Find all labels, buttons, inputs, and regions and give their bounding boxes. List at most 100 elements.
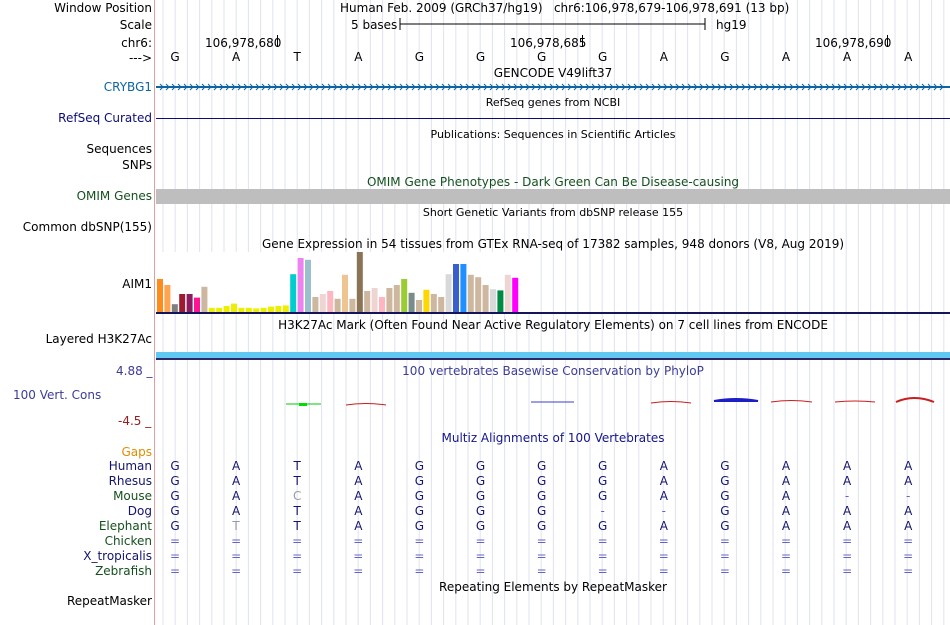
gtex-tissue-bar[interactable] [490,289,496,312]
species-label[interactable]: Mouse [113,489,152,503]
h3k27ac-signal[interactable] [156,352,950,358]
gtex-tissue-bar[interactable] [179,294,186,312]
omim-label[interactable]: OMIM Genes [76,189,152,203]
gtex-tissue-bar[interactable] [305,259,311,312]
gtex-tissue-bar[interactable] [453,264,459,312]
omim-feature-bar[interactable] [156,189,950,204]
gtex-tissue-bar[interactable] [475,277,482,312]
strand-chevron [213,83,218,91]
gtex-tissue-bar[interactable] [460,264,467,312]
gtex-gene-label[interactable]: AIM1 [122,277,152,291]
h3k27ac-track-title[interactable]: H3K27Ac Mark (Often Found Near Active Re… [278,318,828,332]
gtex-tissue-bar[interactable] [260,307,267,312]
publications-label-snps[interactable]: SNPs [122,158,152,172]
gtex-tissue-bar[interactable] [312,297,319,312]
gtex-tissue-bar[interactable] [201,286,208,312]
species-label[interactable]: Human [108,459,152,473]
strand-chevron [579,83,584,91]
gtex-tissue-bar[interactable] [223,306,230,312]
gtex-tissue-bar[interactable] [393,285,400,312]
gtex-tissue-bar[interactable] [342,274,348,312]
phylop-track-title[interactable]: 100 vertebrates Basewise Conservation by… [402,364,704,378]
gtex-tissue-bar[interactable] [371,288,378,312]
gtex-tissue-bar[interactable] [334,298,341,312]
gencode-track-title[interactable]: GENCODE V49lift37 [493,66,613,80]
gtex-tissue-bar[interactable] [208,307,215,312]
strand-chevron [363,83,368,91]
gtex-tissue-bar[interactable] [423,289,430,312]
gencode-gene-label[interactable]: CRYBG1 [103,80,152,94]
gtex-tissue-bar[interactable] [497,290,504,312]
refseq-label[interactable]: RefSeq Curated [58,111,152,125]
gtex-tissue-bar[interactable] [290,274,297,312]
alignment-base: = [536,564,547,578]
gtex-tissue-bar[interactable] [386,288,393,312]
strand-chevron [159,83,164,91]
alignment-base: T [293,504,301,518]
repeatmasker-label[interactable]: RepeatMasker [66,594,152,608]
gtex-tissue-bar[interactable] [438,297,445,312]
multiz-gaps-label[interactable]: Gaps [121,445,152,459]
gtex-tissue-bar[interactable] [319,294,326,312]
gtex-tissue-bar[interactable] [216,307,223,312]
alignment-base: G [414,504,425,518]
gtex-tissue-bar[interactable] [171,304,178,312]
strand-chevron [315,83,320,91]
gtex-tissue-bar[interactable] [512,277,519,312]
gtex-tissue-bar[interactable] [364,291,371,312]
gtex-tissue-bar[interactable] [349,298,356,312]
phylop-label[interactable]: 100 Vert. Cons [13,388,102,402]
alignment-base: A [659,474,668,488]
gtex-tissue-bar[interactable] [416,300,422,312]
gtex-tissue-bar[interactable] [157,279,163,312]
gtex-tissue-bar[interactable] [231,303,237,312]
species-label[interactable]: Elephant [98,519,152,533]
refseq-gene-line[interactable] [156,118,950,119]
ruler-tick [887,35,888,47]
publications-track-title[interactable]: Publications: Sequences in Scientific Ar… [430,128,676,141]
gtex-tissue-bar[interactable] [268,306,274,312]
gtex-tissue-bar[interactable] [467,274,474,312]
gtex-tissue-bar[interactable] [253,308,260,312]
gtex-tissue-bar[interactable] [186,294,193,312]
gtex-tissue-bar[interactable] [504,274,511,312]
gtex-tissue-bar[interactable] [327,291,334,312]
gtex-tissue-bar[interactable] [238,307,245,312]
gtex-tissue-bar[interactable] [430,294,437,312]
phylop-max-value: 4.88 _ [116,364,153,378]
gtex-tissue-bar[interactable] [445,274,452,312]
gtex-tissue-bar[interactable] [356,252,363,312]
gtex-tissue-bar[interactable] [194,297,200,312]
gtex-track-title[interactable]: Gene Expression in 54 tissues from GTEx … [261,237,845,251]
alignment-base: G [536,504,547,518]
alignment-base: = [353,549,364,563]
gtex-bar-chart[interactable] [156,252,536,312]
h3k27ac-label[interactable]: Layered H3K27Ac [45,332,152,346]
gtex-tissue-bar[interactable] [282,305,289,312]
dbsnp-track-title[interactable]: Short Genetic Variants from dbSNP releas… [422,206,684,219]
species-label[interactable]: Dog [127,504,152,518]
gtex-tissue-bar[interactable] [379,297,385,312]
species-label[interactable]: Rhesus [108,474,152,488]
gtex-tissue-bar[interactable] [297,258,304,312]
repeatmasker-track-title[interactable]: Repeating Elements by RepeatMasker [439,580,667,594]
dbsnp-label[interactable]: Common dbSNP(155) [22,220,152,234]
multiz-track-title[interactable]: Multiz Alignments of 100 Vertebrates [441,431,665,445]
publications-label-sequences[interactable]: Sequences [86,142,152,156]
gtex-tissue-bar[interactable] [164,285,171,312]
gencode-gene-model[interactable] [156,80,950,94]
alignment-base: G [598,474,608,488]
species-label[interactable]: X_tropicalis [83,549,152,563]
phylop-wiggle[interactable] [156,394,950,410]
gtex-tissue-bar[interactable] [482,285,489,312]
alignment-base: = [292,549,303,563]
refseq-track-title[interactable]: RefSeq genes from NCBI [485,96,621,109]
species-label[interactable]: Zebrafish [95,564,152,578]
phylop-min-value: -4.5 _ [118,414,152,428]
gtex-tissue-bar[interactable] [275,306,282,312]
omim-track-title[interactable]: OMIM Gene Phenotypes - Dark Green Can Be… [366,175,740,189]
gtex-tissue-bar[interactable] [401,279,408,312]
species-label[interactable]: Chicken [104,534,152,548]
gtex-tissue-bar[interactable] [408,292,415,312]
gtex-tissue-bar[interactable] [245,307,252,312]
